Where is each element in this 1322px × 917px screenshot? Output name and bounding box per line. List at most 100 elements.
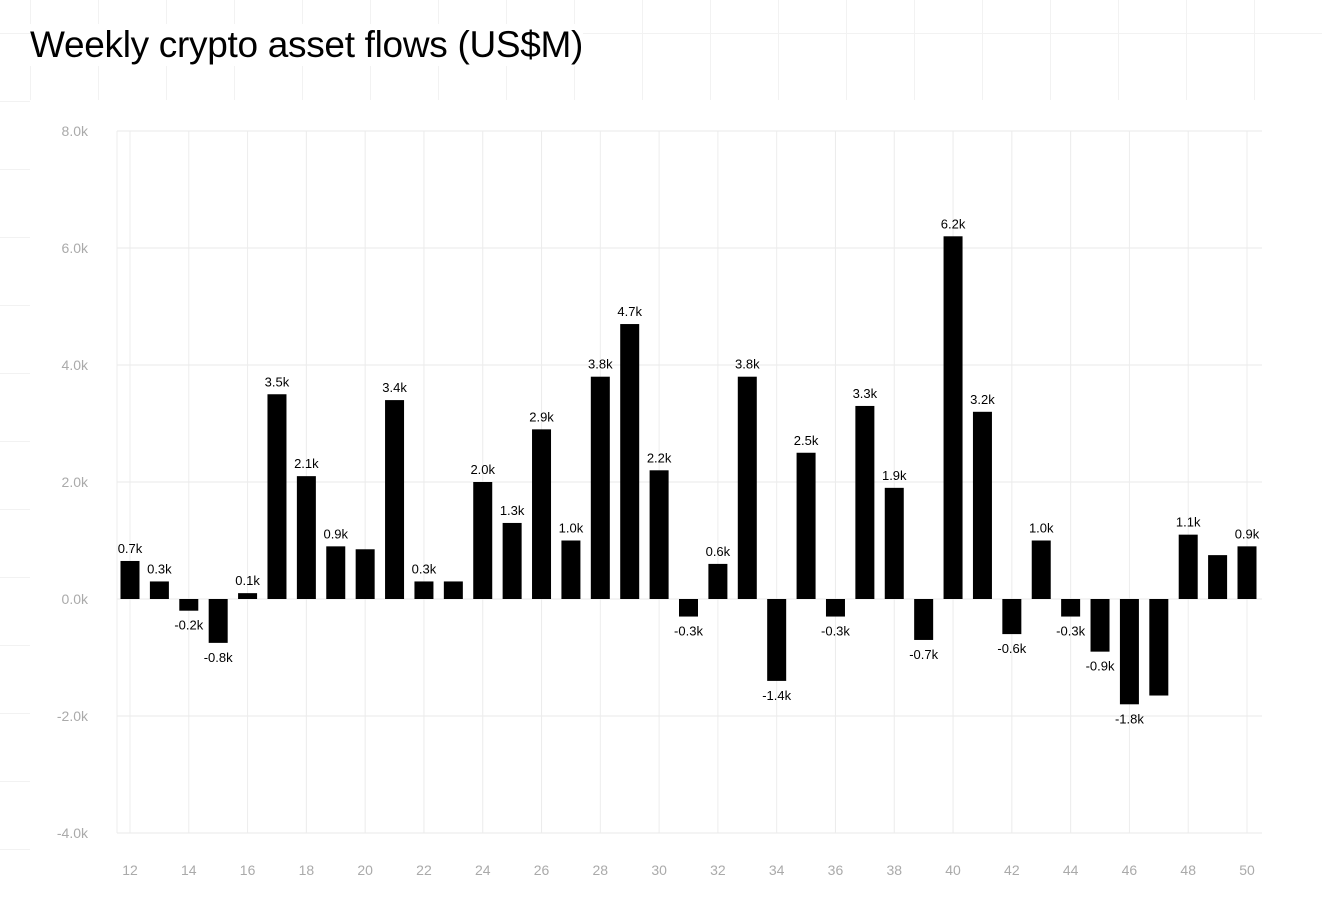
bar-week-50 bbox=[1237, 546, 1257, 599]
data-label: 6.2k bbox=[941, 216, 966, 231]
data-label: 0.3k bbox=[412, 561, 437, 576]
y-tick-label: 8.0k bbox=[62, 123, 89, 139]
bar-week-36 bbox=[825, 599, 845, 617]
bar-week-15 bbox=[208, 599, 228, 643]
bar-week-33 bbox=[737, 376, 757, 599]
data-label: 1.1k bbox=[1176, 515, 1201, 530]
bar-week-29 bbox=[620, 324, 640, 599]
data-label: 0.7k bbox=[118, 541, 143, 556]
y-tick-label: 2.0k bbox=[62, 474, 89, 490]
data-label: 2.0k bbox=[470, 462, 495, 477]
bar-week-20 bbox=[355, 549, 375, 599]
y-tick-label: -4.0k bbox=[57, 825, 89, 841]
x-tick-label: 34 bbox=[769, 862, 785, 878]
x-tick-label: 42 bbox=[1004, 862, 1020, 878]
x-tick-label: 46 bbox=[1122, 862, 1138, 878]
bar-week-17 bbox=[267, 394, 287, 599]
bar-week-45 bbox=[1090, 599, 1110, 652]
bar-week-38 bbox=[884, 487, 904, 599]
bar-week-16 bbox=[238, 593, 258, 599]
bar-week-30 bbox=[649, 470, 669, 599]
bar-week-18 bbox=[296, 476, 316, 599]
bar-week-23 bbox=[443, 581, 463, 599]
bar-week-43 bbox=[1031, 540, 1051, 599]
data-label: 2.1k bbox=[294, 456, 319, 471]
x-tick-label: 36 bbox=[828, 862, 844, 878]
x-tick-label: 44 bbox=[1063, 862, 1079, 878]
data-label: 4.7k bbox=[617, 304, 642, 319]
x-tick-label: 30 bbox=[651, 862, 667, 878]
bar-week-42 bbox=[1002, 599, 1022, 635]
data-label: 3.8k bbox=[735, 357, 760, 372]
bar-week-32 bbox=[708, 563, 728, 599]
data-label: -0.7k bbox=[909, 647, 938, 662]
data-label: 3.2k bbox=[970, 392, 995, 407]
x-tick-label: 22 bbox=[416, 862, 432, 878]
data-label: -0.8k bbox=[204, 650, 233, 665]
x-tick-label: 32 bbox=[710, 862, 726, 878]
data-label: 0.3k bbox=[147, 561, 172, 576]
x-tick-label: 14 bbox=[181, 862, 197, 878]
data-label: 0.9k bbox=[323, 526, 348, 541]
x-tick-label: 40 bbox=[945, 862, 961, 878]
data-label: -0.3k bbox=[674, 624, 703, 639]
bar-week-14 bbox=[179, 599, 199, 611]
data-label: 1.0k bbox=[1029, 521, 1054, 536]
y-tick-label: 0.0k bbox=[62, 591, 89, 607]
bar-week-46 bbox=[1119, 599, 1139, 705]
bar-week-26 bbox=[532, 429, 552, 599]
bar-week-34 bbox=[767, 599, 787, 681]
x-tick-label: 24 bbox=[475, 862, 491, 878]
data-label: 2.2k bbox=[647, 450, 672, 465]
y-tick-label: 4.0k bbox=[62, 357, 89, 373]
data-label: -0.3k bbox=[1056, 624, 1085, 639]
data-label: -0.6k bbox=[997, 641, 1026, 656]
x-tick-label: 28 bbox=[593, 862, 609, 878]
data-label: 0.1k bbox=[235, 573, 260, 588]
bar-week-48 bbox=[1178, 534, 1198, 599]
bar-week-47 bbox=[1149, 599, 1169, 696]
bar-week-13 bbox=[149, 581, 169, 599]
bar-week-12 bbox=[120, 560, 140, 599]
bar-week-35 bbox=[796, 452, 816, 599]
bar-week-22 bbox=[414, 581, 434, 599]
data-label: 2.5k bbox=[794, 433, 819, 448]
data-label: 0.9k bbox=[1235, 526, 1260, 541]
bar-week-49 bbox=[1208, 555, 1228, 599]
data-label: 0.6k bbox=[706, 544, 731, 559]
data-label: 3.3k bbox=[853, 386, 878, 401]
x-tick-label: 18 bbox=[299, 862, 315, 878]
x-tick-label: 38 bbox=[886, 862, 902, 878]
data-label: -0.9k bbox=[1086, 659, 1115, 674]
data-label: 1.0k bbox=[559, 521, 584, 536]
bar-week-24 bbox=[473, 482, 493, 599]
chart-title: Weekly crypto asset flows (US$M) bbox=[30, 24, 584, 66]
x-tick-label: 16 bbox=[240, 862, 256, 878]
data-label: 2.9k bbox=[529, 409, 554, 424]
y-tick-label: 6.0k bbox=[62, 240, 89, 256]
data-label: 3.5k bbox=[265, 374, 290, 389]
data-label: -0.2k bbox=[174, 618, 203, 633]
data-label: -1.8k bbox=[1115, 711, 1144, 726]
data-label: 1.3k bbox=[500, 503, 525, 518]
bar-week-40 bbox=[943, 236, 963, 600]
x-tick-label: 48 bbox=[1180, 862, 1196, 878]
x-tick-label: 50 bbox=[1239, 862, 1255, 878]
x-tick-label: 12 bbox=[122, 862, 138, 878]
x-tick-label: 26 bbox=[534, 862, 550, 878]
bar-week-27 bbox=[561, 540, 581, 599]
bar-week-31 bbox=[679, 599, 698, 617]
bar-week-37 bbox=[855, 405, 875, 599]
data-label: -1.4k bbox=[762, 688, 791, 703]
bar-week-44 bbox=[1061, 599, 1081, 617]
data-label: -0.3k bbox=[821, 624, 850, 639]
data-label: 1.9k bbox=[882, 468, 907, 483]
bar-week-28 bbox=[590, 376, 610, 599]
bar-week-25 bbox=[502, 522, 522, 599]
bar-week-41 bbox=[972, 411, 992, 599]
data-label: 3.4k bbox=[382, 380, 407, 395]
x-tick-label: 20 bbox=[357, 862, 373, 878]
chart-panel bbox=[30, 100, 1322, 917]
y-tick-label: -2.0k bbox=[57, 708, 89, 724]
